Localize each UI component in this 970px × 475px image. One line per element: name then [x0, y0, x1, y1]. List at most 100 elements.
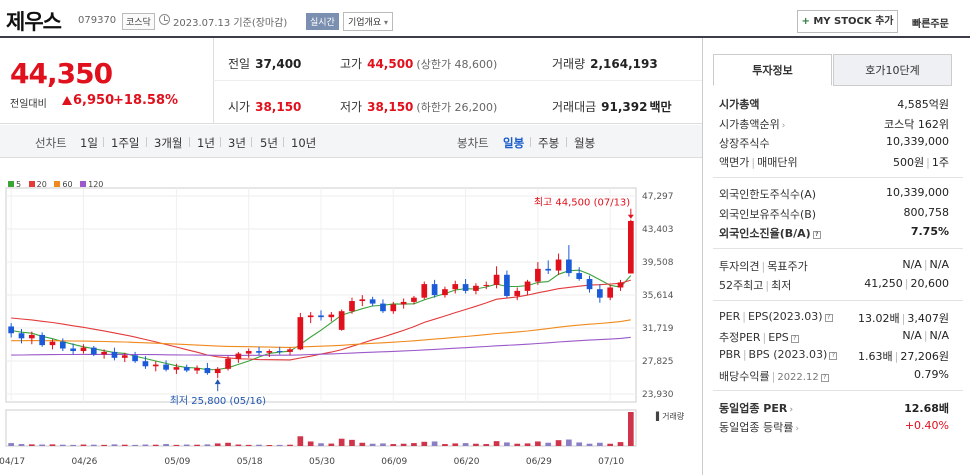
- volume-bar: [607, 443, 614, 446]
- candle-body: [421, 284, 428, 298]
- candle-body: [400, 301, 407, 305]
- candle-body: [163, 364, 169, 370]
- candle-body: [8, 326, 15, 334]
- divider: [713, 248, 963, 249]
- volume-bar: [101, 444, 107, 446]
- volume-bar: [380, 443, 386, 446]
- est-per-value: N/A | N/A: [902, 329, 949, 342]
- candle-body: [576, 273, 583, 280]
- divider: [251, 137, 252, 147]
- candle-body: [111, 351, 118, 358]
- volume-bar: [411, 443, 417, 446]
- pbr-label: PBR | BPS (2023.03)?: [719, 348, 838, 361]
- high-value: 44,500: [367, 57, 414, 71]
- volume-bar: [442, 444, 448, 446]
- lot-label: 매매단위: [757, 156, 798, 169]
- period-3y[interactable]: 3년: [228, 136, 246, 150]
- volume-bar: [152, 444, 159, 446]
- period-1y[interactable]: 1년: [197, 136, 215, 150]
- candle-monthly[interactable]: 월봉: [574, 136, 596, 150]
- volume-bar: [80, 444, 87, 446]
- sector-per-row[interactable]: 동일업종 PER › 12.68배: [719, 400, 949, 416]
- volume-bar: [183, 444, 190, 446]
- candle-body: [328, 314, 335, 318]
- info-panel: 투자정보 호가10단계 시가총액 4,585억원 시가총액순위 › 코스닥 162…: [702, 38, 970, 475]
- current-price: 44,350: [10, 57, 113, 90]
- legend-item-ma60: 60: [54, 180, 73, 189]
- candle-body: [483, 284, 490, 286]
- market-cap-label: 시가총액: [719, 98, 760, 111]
- candle-body: [276, 351, 283, 353]
- info-icon[interactable]: ?: [812, 231, 821, 239]
- sector-change-row[interactable]: 동일업종 등락률 › +0.40%: [719, 419, 949, 435]
- volume-bar: [597, 442, 603, 446]
- panel-tabs: 투자정보 호가10단계: [713, 54, 963, 86]
- foreign-ratio-value: 7.75%: [910, 225, 949, 238]
- triangle-up-icon: [62, 96, 72, 105]
- period-3m[interactable]: 3개월: [154, 136, 183, 150]
- candle-body: [59, 341, 66, 349]
- candle-body: [462, 284, 469, 291]
- legend-label: 60: [62, 180, 73, 189]
- candle-body: [473, 285, 479, 291]
- volume-bar: [535, 441, 541, 446]
- volume-bar: [173, 444, 180, 446]
- cap-rank-row[interactable]: 시가총액순위 › 코스닥 162위: [719, 116, 949, 132]
- x-tick-label: 05/18: [237, 457, 263, 467]
- opinion-value: N/A | N/A: [902, 258, 949, 271]
- low-value: 38,150: [367, 100, 414, 114]
- per-label: PER | EPS(2023.03)?: [719, 310, 833, 323]
- x-tick-label: 04/26: [71, 457, 97, 467]
- change-amount: 6,950: [73, 93, 115, 108]
- volume-bar: [59, 444, 66, 446]
- volume-bar: [39, 444, 45, 446]
- quick-order-button[interactable]: 빠른주문: [912, 19, 949, 30]
- info-icon[interactable]: ?: [820, 374, 829, 382]
- period-10y[interactable]: 10년: [291, 136, 317, 150]
- candle-body: [28, 334, 35, 339]
- info-icon[interactable]: ?: [790, 335, 799, 343]
- sector-change-text: 동일업종 등락률: [719, 421, 794, 434]
- volume-bar: [617, 442, 624, 446]
- candle-body: [183, 367, 190, 371]
- dividend-label: 배당수익률 | 2022.12?: [719, 368, 829, 384]
- par-lot-row: 액면가 | 매매단위 500원 | 1주: [719, 154, 949, 170]
- volume-bar: [8, 443, 15, 446]
- period-5y[interactable]: 5년: [260, 136, 278, 150]
- candle-body: [607, 287, 614, 298]
- open-label: 시가: [228, 100, 251, 114]
- chart-legend: 5 20 60 120: [8, 180, 108, 189]
- market-cap-row: 시가총액 4,585억원: [719, 96, 949, 112]
- volume-bar: [555, 440, 562, 446]
- candle-body: [617, 282, 624, 288]
- period-1d[interactable]: 1일: [80, 136, 98, 150]
- info-icon[interactable]: ?: [829, 352, 838, 360]
- info-icon[interactable]: ?: [824, 314, 833, 322]
- foreign-hold-label: 외국인보유주식수(B): [719, 208, 817, 221]
- candle-body: [307, 315, 314, 318]
- volume-label: 거래량: [552, 57, 586, 71]
- y-tick-label: 23,930: [642, 390, 674, 400]
- candle-body: [627, 220, 634, 274]
- tab-orderbook[interactable]: 호가10단계: [833, 54, 952, 86]
- volume-bar: [338, 438, 345, 446]
- period-1w[interactable]: 1주일: [111, 136, 140, 150]
- per-row: PER | EPS(2023.03)? 13.02배 | 3,407원: [719, 310, 949, 326]
- candle-daily[interactable]: 일봉: [503, 136, 525, 150]
- candle-body: [256, 351, 262, 353]
- tab-invest-info[interactable]: 투자정보: [713, 54, 832, 86]
- candle-body: [49, 341, 56, 346]
- candle-weekly[interactable]: 주봉: [538, 136, 560, 150]
- candle-body: [545, 268, 552, 271]
- foreign-hold-value: 800,758: [903, 206, 950, 219]
- volume-bar: [473, 443, 479, 446]
- realtime-button[interactable]: 실시간: [306, 13, 339, 30]
- trade-amount-field: 거래대금 91,392 백만: [552, 98, 672, 115]
- volume-bar: [627, 412, 634, 446]
- company-overview-button[interactable]: 기업개요 ▾: [343, 12, 394, 31]
- divider: [713, 390, 963, 391]
- legend-item-ma20: 20: [28, 180, 47, 189]
- mystock-add-button[interactable]: + MY STOCK 추가: [797, 10, 898, 33]
- sector-change-label: 동일업종 등락률 ›: [719, 419, 799, 435]
- volume-bar: [266, 445, 273, 446]
